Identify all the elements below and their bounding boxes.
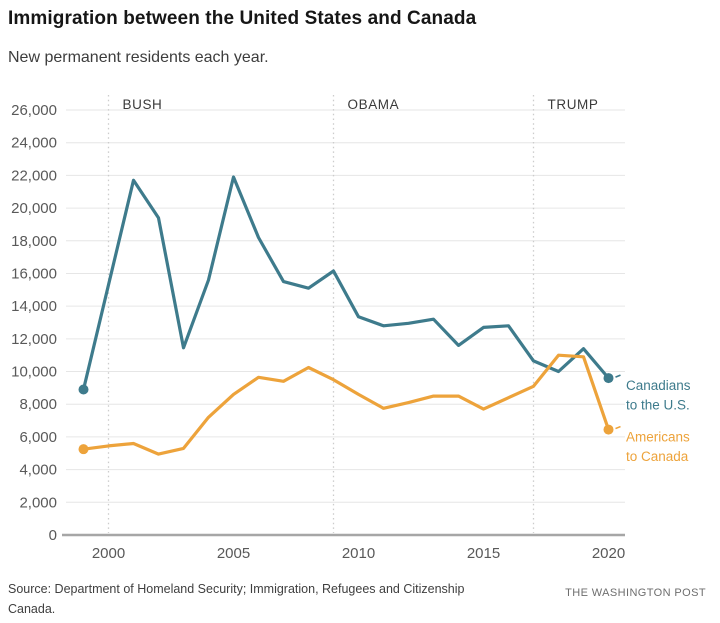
source-note: Source: Department of Homeland Security;…	[8, 579, 553, 619]
y-axis-label: 4,000	[19, 462, 57, 479]
x-axis-label: 2005	[217, 545, 250, 562]
series-start-dot-americans-to-canada	[78, 444, 89, 455]
y-axis-label: 14,000	[11, 298, 57, 315]
series-start-dot-canadians-to-the-u-s	[78, 384, 89, 395]
x-axis-label: 2015	[467, 545, 500, 562]
legend-tick	[615, 374, 621, 378]
y-axis-label: 6,000	[19, 429, 57, 446]
chart-subtitle: New permanent residents each year.	[8, 49, 269, 66]
y-axis-label: 22,000	[11, 167, 57, 184]
chart-title: Immigration between the United States an…	[8, 8, 477, 29]
president-label-trump: TRUMP	[548, 97, 599, 112]
y-axis-label: 12,000	[11, 331, 57, 348]
legend-tick	[615, 425, 621, 430]
series-end-dot-americans-to-canada	[603, 424, 614, 435]
legend-label-canadians-to-the-u-s-line1: Canadians	[626, 378, 691, 393]
series-line-canadians-to-the-u-s	[81, 175, 611, 392]
legend-label-americans-to-canada-line2: to Canada	[626, 449, 689, 464]
y-axis-label: 0	[49, 527, 57, 544]
source-line-2: Canada.	[8, 602, 56, 616]
y-axis-label: 16,000	[11, 265, 57, 282]
y-axis-label: 2,000	[19, 494, 57, 511]
y-axis-label: 20,000	[11, 200, 57, 217]
president-label-obama: OBAMA	[348, 97, 400, 112]
x-axis-label: 2000	[92, 545, 125, 562]
y-axis-label: 24,000	[11, 135, 57, 152]
series-line-americans-to-canada	[81, 353, 611, 456]
y-axis-label: 10,000	[11, 364, 57, 381]
president-label-bush: BUSH	[123, 97, 163, 112]
series-end-dot-canadians-to-the-u-s	[603, 373, 614, 384]
source-line-1: Source: Department of Homeland Security;…	[8, 582, 465, 596]
publisher-credit: THE WASHINGTON POST	[565, 587, 706, 599]
x-axis-label: 2010	[342, 545, 375, 562]
y-axis-label: 18,000	[11, 233, 57, 250]
y-axis-label: 8,000	[19, 396, 57, 413]
legend-label-americans-to-canada-line1: Americans	[626, 430, 690, 445]
y-axis-label: 26,000	[11, 102, 57, 119]
x-axis-label: 2020	[592, 545, 625, 562]
legend-label-canadians-to-the-u-s-line2: to the U.S.	[626, 398, 690, 413]
